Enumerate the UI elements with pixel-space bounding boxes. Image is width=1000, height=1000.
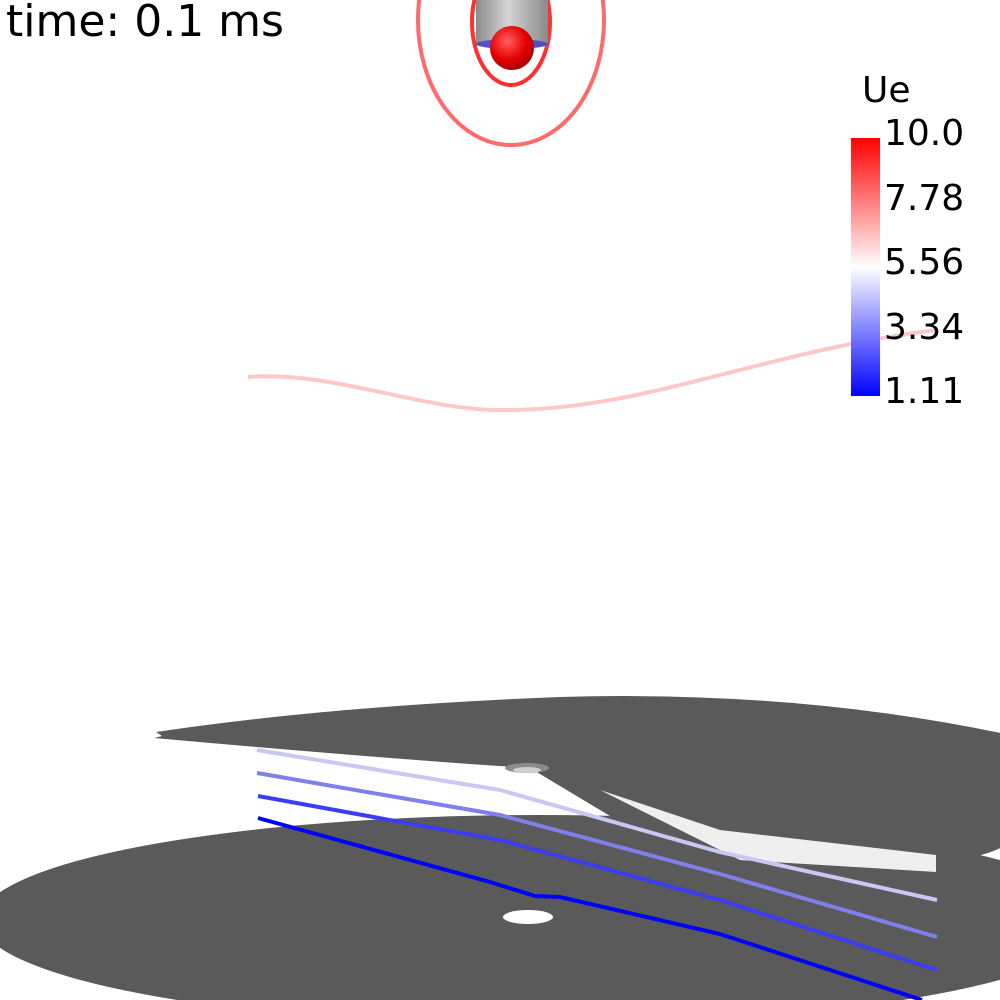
colorbar-tick-label: 10.0 (884, 113, 965, 154)
colorbar-tick-label: 1.11 (884, 371, 965, 412)
colorbar (851, 138, 880, 396)
isoline-ue-7 (247, 328, 937, 413)
contour-inner (470, 0, 552, 87)
isoline-ue-3 (257, 794, 938, 972)
time-label: time: 0.1 ms (6, 0, 284, 47)
colorbar-tick-label: 7.78 (884, 177, 965, 219)
lower-plate-hole (503, 910, 553, 924)
upper-plate (154, 696, 1000, 868)
colorbar-tick-label: 5.56 (884, 242, 965, 283)
isoline-ue-4 (256, 771, 938, 939)
lower-plate (0, 815, 1000, 1000)
colorbar-tick-label: 3.34 (884, 306, 965, 348)
isoline-ue-2 (257, 816, 923, 1000)
electrode-tip (490, 26, 534, 70)
section-edge (600, 790, 936, 872)
upper-plate-hole-inner (513, 767, 541, 773)
colorbar-title: Ue (862, 70, 911, 111)
contour-outer (416, 0, 606, 147)
isoline-ue-5 (256, 748, 938, 902)
